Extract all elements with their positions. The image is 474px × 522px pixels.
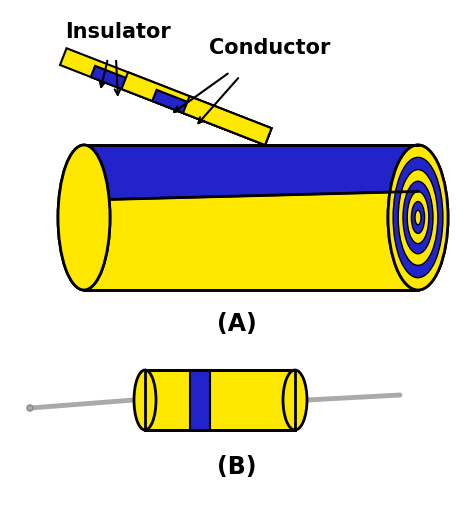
Ellipse shape <box>58 145 110 290</box>
Polygon shape <box>183 96 272 145</box>
Polygon shape <box>190 370 210 430</box>
Polygon shape <box>91 66 269 145</box>
Polygon shape <box>84 192 418 290</box>
Polygon shape <box>145 370 295 430</box>
Polygon shape <box>121 72 272 145</box>
Ellipse shape <box>388 145 448 290</box>
Text: (A): (A) <box>217 312 257 336</box>
Ellipse shape <box>411 201 425 233</box>
Ellipse shape <box>403 181 433 254</box>
Ellipse shape <box>393 157 443 278</box>
Ellipse shape <box>398 170 438 265</box>
Ellipse shape <box>403 181 433 254</box>
Ellipse shape <box>398 170 438 265</box>
Ellipse shape <box>407 192 429 244</box>
Text: (B): (B) <box>217 455 257 479</box>
Polygon shape <box>84 145 418 290</box>
Ellipse shape <box>415 210 421 225</box>
Text: Conductor: Conductor <box>210 38 331 58</box>
Text: Insulator: Insulator <box>65 22 171 42</box>
Ellipse shape <box>407 192 429 244</box>
Ellipse shape <box>283 370 307 430</box>
Ellipse shape <box>388 145 448 290</box>
Ellipse shape <box>411 201 425 233</box>
Ellipse shape <box>27 405 33 411</box>
Ellipse shape <box>415 210 421 225</box>
Polygon shape <box>152 90 269 145</box>
Ellipse shape <box>393 157 443 278</box>
Ellipse shape <box>58 145 110 290</box>
Ellipse shape <box>134 370 156 430</box>
Polygon shape <box>60 48 272 145</box>
